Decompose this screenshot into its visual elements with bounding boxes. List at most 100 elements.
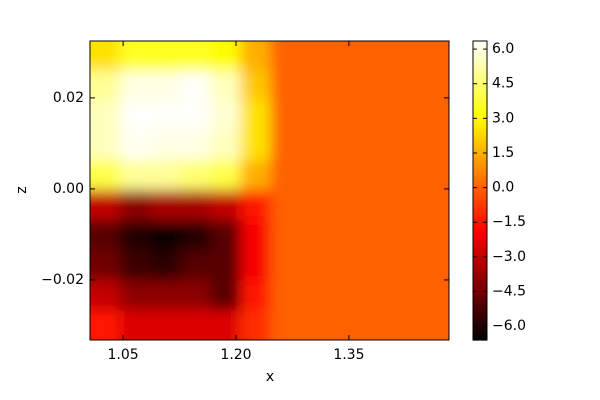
heatmap-cell <box>240 160 272 192</box>
heatmap-cell <box>300 160 332 192</box>
colorbar-step <box>473 247 487 251</box>
colorbar-step <box>473 210 487 214</box>
colorbar-step <box>473 190 487 194</box>
colorbar-step <box>473 297 487 301</box>
heatmap-cell <box>240 190 272 221</box>
y-axis-label: z <box>14 186 30 193</box>
heatmap-cell <box>150 71 181 102</box>
heatmap-cell <box>180 280 211 311</box>
colorbar-step <box>473 115 487 119</box>
colorbar-step <box>473 287 487 291</box>
heatmap-cell <box>120 280 151 311</box>
heatmap-cell <box>360 41 392 72</box>
heatmap-cell <box>210 250 242 281</box>
colorbar-step <box>473 170 487 174</box>
colorbar-step <box>473 138 487 142</box>
heatmap-cell <box>300 220 332 251</box>
colorbar-step <box>473 242 487 246</box>
colorbar-step <box>473 160 487 164</box>
colorbar-step <box>473 128 487 132</box>
heatmap-cell <box>360 190 392 221</box>
colorbar-step <box>473 158 487 162</box>
colorbar-step <box>473 335 487 339</box>
heatmap-cell <box>300 190 332 221</box>
heatmap-cell <box>210 130 242 162</box>
colorbar-step <box>473 205 487 209</box>
colorbar-step <box>473 45 487 50</box>
heatmap-cell <box>270 220 302 251</box>
heatmap-cell <box>120 220 151 251</box>
heatmap-cell <box>210 220 242 251</box>
colorbar-step <box>473 300 487 304</box>
heatmap-cell <box>90 160 121 192</box>
heatmap-cell <box>180 41 211 72</box>
colorbar-step <box>473 260 487 264</box>
colorbar-step <box>473 178 487 182</box>
colorbar-step <box>473 143 487 147</box>
colorbar-step <box>473 235 487 239</box>
heatmap-cell <box>150 309 181 340</box>
colorbar-step <box>473 202 487 207</box>
x-tick-label: 1.05 <box>108 347 139 363</box>
heatmap-cell <box>360 130 392 162</box>
colorbar-step <box>473 245 487 249</box>
colorbar-step <box>473 65 487 70</box>
colorbar-step <box>473 285 487 289</box>
y-tick-label: 0.02 <box>53 90 84 106</box>
heatmap-cell <box>270 71 302 102</box>
colorbar-step <box>473 217 487 221</box>
heatmap-cell <box>210 100 242 132</box>
colorbar-step <box>473 225 487 229</box>
heatmap-cell <box>270 100 302 132</box>
colorbar-tick-label: 6.0 <box>492 41 514 57</box>
heatmap-cell <box>120 250 151 281</box>
colorbar-step <box>473 212 487 217</box>
colorbar-step <box>473 200 487 204</box>
heatmap-cell <box>360 100 392 132</box>
colorbar-step <box>473 105 487 109</box>
heatmap-cell <box>391 160 422 192</box>
heatmap-cell <box>90 100 121 132</box>
heatmap-cell <box>300 100 332 132</box>
colorbar-step <box>473 153 487 157</box>
colorbar-step <box>473 140 487 144</box>
heatmap-cell <box>421 309 449 340</box>
heatmap-cell <box>150 190 181 221</box>
heatmap-cell <box>391 190 422 221</box>
colorbar-step <box>473 95 487 99</box>
colorbar-step <box>473 315 487 319</box>
heatmap-cell <box>330 220 362 251</box>
colorbar-step <box>473 135 487 139</box>
colorbar-step <box>473 150 487 154</box>
heatmap-cell <box>180 190 211 221</box>
heatmap-cell <box>90 250 121 281</box>
heatmap-cell <box>421 100 449 132</box>
colorbar-tick-label: −6.0 <box>492 318 526 334</box>
heatmap-cell <box>391 309 422 340</box>
colorbar-step <box>473 267 487 271</box>
heatmap-cell <box>240 220 272 251</box>
heatmap-cell <box>120 41 151 72</box>
heatmap-cell <box>421 250 449 281</box>
heatmap-cell <box>90 280 121 311</box>
colorbar-step <box>473 227 487 231</box>
colorbar-tick-label: −4.5 <box>492 284 526 300</box>
colorbar-step <box>473 183 487 187</box>
colorbar-step <box>473 307 487 311</box>
heatmap-cell <box>360 309 392 340</box>
colorbar-step <box>473 48 487 52</box>
colorbar-step <box>473 155 487 159</box>
colorbar-step <box>473 53 487 57</box>
heatmap-cell <box>391 220 422 251</box>
colorbar-step <box>473 80 487 84</box>
colorbar-tick-label: 1.5 <box>492 145 514 161</box>
heatmap-cell <box>90 309 121 340</box>
colorbar-tick-label: −1.5 <box>492 214 526 230</box>
colorbar-step <box>473 188 487 192</box>
colorbar-step <box>473 282 487 286</box>
colorbar-step <box>473 232 487 236</box>
colorbar-step <box>473 240 487 244</box>
colorbar-frame <box>472 40 488 341</box>
colorbar-step <box>473 290 487 294</box>
y-tick-label: −0.02 <box>41 272 84 288</box>
